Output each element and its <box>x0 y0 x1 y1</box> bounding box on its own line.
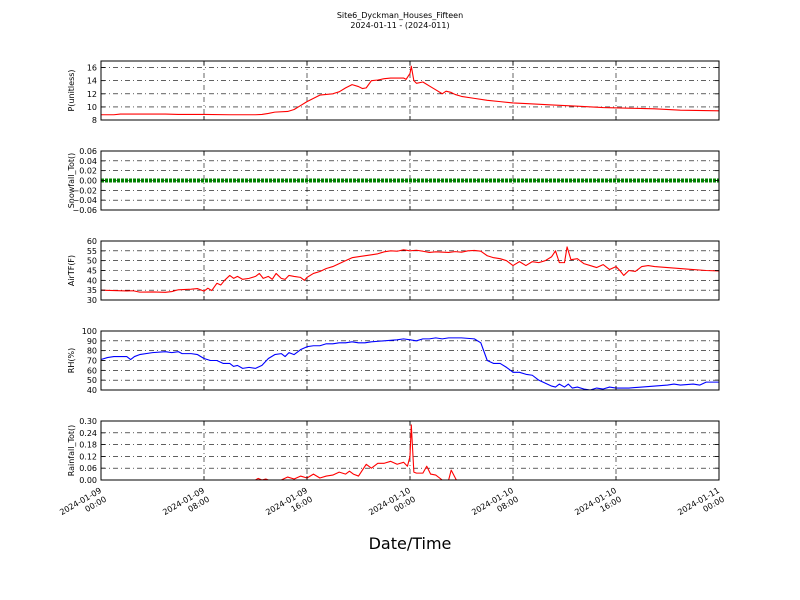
panel-5-ylabel: Rainfall_Tot() <box>67 425 76 477</box>
panel-2-ytick-label: 0.02 <box>79 167 97 176</box>
panel-5-ytick-label: 0.00 <box>79 476 97 485</box>
panel-1-ytick-label: 12 <box>87 90 97 99</box>
x-tick-label: 2024-01-1016:00 <box>573 486 623 526</box>
panel-3-series-line <box>100 246 720 293</box>
panel-2-ytick-label: −0.06 <box>72 206 97 215</box>
panel-4-ytick-label: 50 <box>87 376 97 385</box>
panel-1-ytick-label: 14 <box>87 77 97 86</box>
panel-1-ytick-label: 16 <box>87 64 97 73</box>
panel-4-ytick-label: 60 <box>87 366 97 375</box>
x-tick-label: 2024-01-1100:00 <box>676 486 726 526</box>
panel-4-series-line <box>100 337 719 391</box>
panel-2-ylabel: Snowfall_Tot() <box>67 153 76 209</box>
panel-3-ytick-label: 50 <box>87 257 97 266</box>
panel-1-ytick-label: 10 <box>87 103 97 112</box>
panel-2-ytick-label: −0.02 <box>72 186 97 195</box>
panel-3-ylabel: AirTF(F) <box>67 255 76 286</box>
panel-3-ytick-label: 40 <box>87 276 97 285</box>
chart-subtitle: 2024-01-11 - (2024-011) <box>350 21 450 30</box>
x-axis-label: Date/Time <box>368 534 452 553</box>
panel-4-ytick-label: 80 <box>87 347 97 356</box>
x-tick-label: 2024-01-0908:00 <box>161 486 211 526</box>
panel-5-ytick-label: 0.30 <box>79 417 97 426</box>
panel-3-ytick-label: 30 <box>87 296 97 305</box>
panel-1-ylabel: P(unitless) <box>67 69 76 111</box>
panel-3-ytick-label: 55 <box>87 247 97 256</box>
panel-4-ytick-label: 90 <box>87 337 97 346</box>
panel-1-series-line <box>101 65 720 116</box>
panel-4-ytick-label: 70 <box>87 357 97 366</box>
panel-2-ytick-label: 0.04 <box>79 157 97 166</box>
panel-3-ytick-label: 35 <box>87 286 97 295</box>
x-tick-label: 2024-01-1008:00 <box>470 486 520 526</box>
panel-3-ytick-label: 60 <box>87 237 97 246</box>
panel-4-ytick-label: 40 <box>87 386 97 395</box>
panel-5-ytick-label: 0.12 <box>79 452 97 461</box>
x-tick-label: 2024-01-0916:00 <box>264 486 314 526</box>
panel-3-ytick-label: 45 <box>87 267 97 276</box>
panel-4-ytick-label: 100 <box>82 327 97 336</box>
x-tick-label: 2024-01-1000:00 <box>367 486 417 526</box>
panel-5-series-line <box>101 424 719 481</box>
panel-4-ylabel: RH(%) <box>67 348 76 373</box>
panel-2-ytick-label: 0.06 <box>79 147 97 156</box>
panel-5-ytick-label: 0.06 <box>79 464 97 473</box>
x-tick-label: 2024-01-0900:00 <box>58 486 108 526</box>
panel-5-ytick-label: 0.24 <box>79 429 97 438</box>
panel-5-ytick-label: 0.18 <box>79 441 97 450</box>
panel-2-ytick-label: −0.04 <box>72 196 97 205</box>
panel-2-ytick-label: 0.00 <box>79 177 97 186</box>
panel-1-ytick-label: 8 <box>92 116 97 125</box>
chart-title: Site6_Dyckman_Houses_Fifteen <box>336 11 464 20</box>
